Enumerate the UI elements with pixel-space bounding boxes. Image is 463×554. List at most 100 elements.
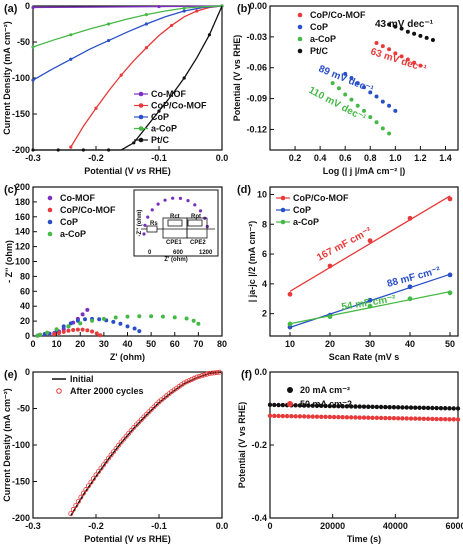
data-point: [380, 44, 385, 49]
data-point: [438, 405, 444, 411]
data-point: [123, 433, 129, 439]
data-point: [349, 97, 354, 102]
data-point: [355, 103, 360, 108]
data-point: [387, 415, 392, 421]
x-tick-label: 0.4: [314, 153, 327, 163]
data-point: [327, 414, 333, 420]
x-tick-label: 50: [445, 339, 455, 349]
x-tick-label: 0.0: [216, 153, 229, 163]
x-tick-label: 0.0: [216, 521, 229, 531]
data-point: [138, 417, 144, 423]
x-tick-label: 70: [193, 339, 203, 349]
data-point: [85, 307, 90, 312]
circuit-loop: [186, 217, 208, 239]
data-point: [374, 41, 379, 46]
data-point: [387, 103, 392, 108]
data-point: [407, 215, 413, 221]
y-tick-label: -100: [12, 73, 30, 83]
data-point: [126, 430, 132, 436]
data-point: [293, 403, 298, 408]
y-tick-label: 10: [257, 189, 267, 199]
data-point: [417, 416, 422, 421]
data-point: [370, 404, 375, 410]
panel-a: -0.3 -0.2 -0.1 0.0 -200 -150 -100 -50 0 (a) Co-MOF…: [2, 1, 228, 176]
data-point: [424, 35, 429, 40]
y-tick-label: 0: [25, 367, 30, 377]
x-tick-label: 0: [30, 339, 35, 349]
data-point: [73, 502, 79, 508]
legend-label: Pt/C: [310, 46, 329, 56]
x-tick-label: 10: [52, 339, 62, 349]
data-point: [118, 321, 123, 326]
x-axis-label-part: vs: [136, 166, 146, 176]
data-point: [284, 413, 290, 419]
x-tick-label: -0.3: [25, 153, 41, 163]
data-point: [430, 416, 435, 422]
data-point: [132, 141, 136, 145]
data-point: [387, 47, 392, 52]
circuit-resistor: [187, 219, 203, 227]
data-point: [98, 465, 104, 471]
data-point: [314, 403, 320, 408]
y-axis-label: Current Density (mA cm⁻²): [2, 388, 12, 501]
series-line-0: [32, 5, 223, 9]
inset-point: [146, 215, 150, 219]
data-point: [52, 332, 57, 337]
data-point: [267, 402, 273, 408]
legend-marker: [138, 114, 144, 120]
data-point: [336, 86, 341, 91]
data-point: [348, 415, 354, 420]
legend-marker: [280, 207, 286, 213]
data-point: [366, 415, 371, 420]
data-point: [425, 416, 431, 422]
data-point: [94, 331, 99, 336]
y-tick-label: -150: [12, 477, 30, 487]
y-tick-label: -0.03: [246, 32, 267, 42]
data-point: [153, 401, 159, 407]
data-point: [297, 414, 303, 419]
legend-marker: [138, 126, 144, 131]
legend-marker: [280, 219, 286, 225]
data-point: [383, 415, 388, 421]
circuit-label: CPE2: [190, 240, 206, 246]
y-tick-label: 0: [25, 1, 30, 11]
data-point: [442, 417, 448, 422]
legend-marker: [138, 91, 144, 97]
data-point: [343, 71, 348, 76]
y-tick-label: 60: [20, 286, 30, 296]
inset-point: [150, 208, 154, 212]
legend-label: 50 mA cm⁻2: [300, 399, 352, 409]
x-tick-label: 1.0: [389, 153, 402, 163]
inset-point: [193, 203, 197, 207]
data-point: [107, 148, 111, 152]
legend-label: CoP: [310, 22, 328, 32]
capacitance-annotation: 54 mF cm⁻²: [341, 293, 397, 313]
data-point: [393, 51, 398, 56]
data-point: [336, 414, 341, 420]
data-point: [280, 402, 286, 408]
data-point: [119, 73, 123, 77]
data-point: [199, 373, 205, 379]
y-tick-label: -0.09: [246, 94, 267, 104]
y-tick-label: 140: [15, 227, 30, 237]
x-axis-label-part: Potential (V: [84, 166, 136, 176]
data-point: [368, 90, 373, 95]
y-tick-label: 180: [15, 197, 30, 207]
x-axis-label: Time (s): [347, 534, 381, 544]
x-axis-label-part: RHE): [146, 534, 171, 544]
inset-point: [198, 209, 203, 213]
data-point: [370, 415, 375, 420]
data-point: [357, 404, 362, 409]
legend-marker: [287, 401, 293, 407]
legend-label: Initial: [70, 374, 94, 384]
x-axis-label: Potential (V vs RHE): [84, 166, 171, 176]
legend-marker: [47, 207, 53, 213]
data-point: [71, 328, 76, 333]
data-point: [297, 403, 303, 408]
data-point: [144, 46, 148, 50]
data-point: [378, 415, 384, 421]
data-point: [211, 370, 217, 376]
data-point: [80, 490, 86, 496]
data-point: [101, 316, 106, 321]
legend-label: CoP: [293, 205, 311, 215]
